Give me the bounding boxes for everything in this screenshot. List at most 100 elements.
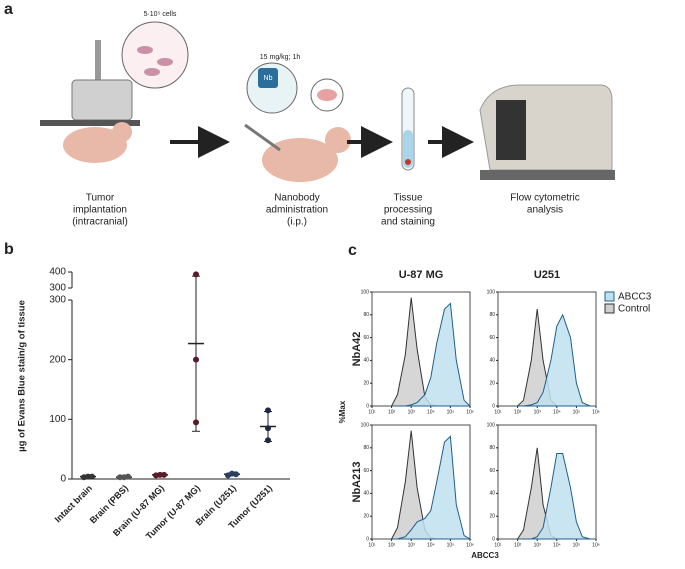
point	[193, 271, 199, 278]
step-label: Tumor	[86, 193, 115, 204]
y-tick-label: 0	[492, 403, 495, 409]
point	[125, 473, 131, 480]
step-label: administration	[266, 205, 328, 216]
point	[233, 471, 239, 478]
x-tick-label: 10¹	[494, 409, 502, 415]
y-tick-label: 40	[363, 491, 369, 497]
x-tick-label: 10²	[514, 409, 522, 415]
x-tick-label: 10⁵	[447, 409, 455, 415]
tube	[401, 87, 415, 171]
x-tick-label: 10⁶	[466, 409, 474, 415]
legend-label: Control	[618, 304, 650, 315]
step-label: processing	[384, 205, 432, 216]
step-label: implantation	[73, 205, 127, 216]
histogram	[517, 313, 596, 407]
point	[193, 356, 199, 363]
column-title: U-87 MG	[399, 269, 444, 281]
cytometer	[479, 84, 615, 180]
x-tick-label: 10³	[408, 409, 416, 415]
x-tick-label: 10⁵	[447, 542, 455, 548]
y-tick-label: 80	[489, 445, 495, 451]
legend-label: ABCC3	[618, 292, 652, 303]
panel-letter: c	[348, 242, 357, 259]
histogram	[391, 302, 472, 407]
y-tick-label: 0	[366, 536, 369, 542]
x-tick-label: 10⁴	[553, 542, 561, 548]
nb-label: Nb	[264, 75, 273, 82]
y-tick-label: 40	[489, 491, 495, 497]
y-tick-label: 80	[363, 312, 369, 318]
x-tick-label: 10⁶	[466, 542, 474, 548]
cells-label: 5·10⁵ cells	[144, 11, 177, 18]
x-tick-label: 10⁶	[592, 409, 600, 415]
y-tick-label: 80	[363, 445, 369, 451]
y-tick-label: 20	[489, 381, 495, 387]
panel-letter: a	[4, 1, 13, 18]
x-tick-label: 10⁵	[573, 542, 581, 548]
x-tick-label: 10⁵	[573, 409, 581, 415]
y-tick-label: 100	[49, 414, 66, 425]
x-tick-label: 10²	[388, 542, 396, 548]
y-tick-label: 20	[363, 381, 369, 387]
panel-letter: b	[4, 241, 14, 258]
y-tick-label: 200	[49, 354, 66, 365]
step-label: (intracranial)	[72, 217, 128, 228]
y-tick-label: 20	[363, 514, 369, 520]
y-axis-label: µg of Evans Blue stain/g of tissue	[17, 300, 28, 452]
x-tick-label: 10³	[408, 542, 416, 548]
x-tick-label: 10¹	[368, 409, 376, 415]
y-tick-label: 0	[60, 474, 66, 485]
y-tick-label: 0	[492, 536, 495, 542]
legend-swatch	[604, 291, 615, 302]
y-tick-label: 300	[49, 283, 66, 294]
x-tick-label: 10²	[388, 409, 396, 415]
y-tick-label: 60	[489, 468, 495, 474]
y-tick-label: 100	[487, 289, 496, 295]
row-title: NbA213	[351, 462, 363, 503]
column-title: U251	[534, 269, 560, 281]
x-tick-label: 10³	[534, 409, 542, 415]
y-tick-label: 40	[363, 358, 369, 364]
y-tick-label: 0	[366, 403, 369, 409]
point	[193, 419, 199, 426]
x-tick-label: 10¹	[368, 542, 376, 548]
y-tick-label: 80	[489, 312, 495, 318]
y-tick-label: 40	[489, 358, 495, 364]
y-tick-label: 300	[49, 295, 66, 306]
x-axis-label: ABCC3	[471, 551, 499, 560]
y-tick-label: 60	[489, 335, 495, 341]
x-tick-label: 10⁴	[427, 542, 435, 548]
legend-swatch	[604, 303, 615, 314]
step-label: and staining	[381, 217, 435, 228]
x-tick-label: 10⁴	[553, 409, 561, 415]
x-tick-label: 10²	[514, 542, 522, 548]
y-tick-label: 100	[361, 289, 370, 295]
histogram	[517, 453, 596, 540]
row-title: NbA42	[351, 332, 363, 367]
y-tick-label: 400	[49, 267, 66, 278]
y-tick-label: 60	[363, 468, 369, 474]
y-tick-label: 60	[363, 335, 369, 341]
y-tick-label: 100	[361, 422, 370, 428]
point	[89, 473, 95, 480]
point	[265, 407, 271, 414]
step-label: Nanobody	[274, 193, 320, 204]
point	[161, 471, 167, 478]
injected-mouse	[244, 62, 351, 182]
point	[265, 437, 271, 444]
step-labels: Tumorimplantation(intracranial)Nanobodya…	[72, 193, 580, 228]
step-label: Tissue	[393, 193, 423, 204]
x-tick-label: 10⁶	[592, 542, 600, 548]
x-tick-label: 10¹	[494, 542, 502, 548]
histogram	[391, 435, 472, 540]
y-axis-label: %Max	[338, 400, 347, 423]
dose-label: 15 mg/kg; 1h	[260, 54, 301, 61]
step-label: Flow cytometric	[510, 193, 579, 204]
step-label: (i.p.)	[287, 217, 307, 228]
step-label: analysis	[527, 205, 563, 216]
y-tick-label: 100	[487, 422, 496, 428]
point	[265, 425, 271, 432]
x-tick-label: 10³	[534, 542, 542, 548]
x-tick-label: 10⁴	[427, 409, 435, 415]
